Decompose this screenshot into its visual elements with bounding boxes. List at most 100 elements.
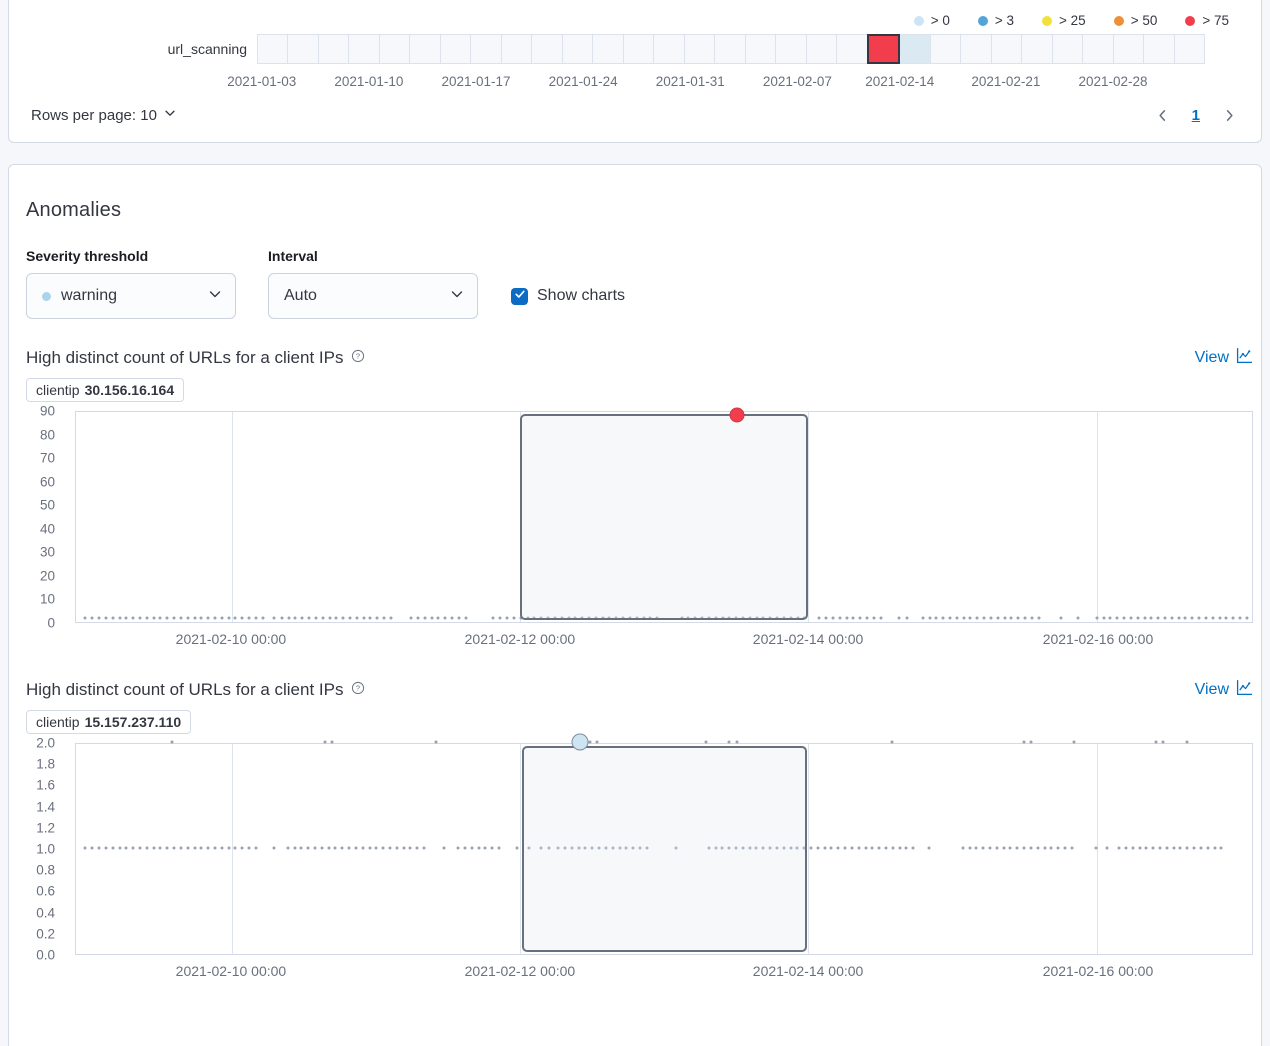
- data-point: [611, 846, 615, 850]
- chart-plot-area[interactable]: [75, 407, 1253, 623]
- data-point: [891, 846, 895, 850]
- swimlane-cell[interactable]: [378, 34, 411, 64]
- help-icon[interactable]: ?: [351, 348, 365, 368]
- swimlane-cell[interactable]: [929, 34, 962, 64]
- data-point: [1063, 846, 1067, 850]
- time-selection-box[interactable]: [522, 746, 807, 952]
- data-point: [505, 616, 509, 620]
- data-point: [588, 740, 592, 744]
- data-point: [1003, 616, 1007, 620]
- data-point: [761, 846, 765, 850]
- interval-label: Interval: [268, 248, 318, 264]
- swimlane-cell[interactable]: [653, 34, 685, 64]
- view-link[interactable]: View: [1195, 347, 1253, 369]
- chart-plot-area[interactable]: [75, 733, 1253, 955]
- time-selection-box[interactable]: [520, 414, 808, 620]
- date-tick-label: 2021-01-31: [655, 74, 725, 89]
- show-charts-checkbox[interactable]: [511, 287, 528, 305]
- swimlane[interactable]: [257, 34, 1206, 64]
- data-point: [975, 616, 979, 620]
- data-point: [497, 846, 501, 850]
- swimlane-cell[interactable]: [317, 34, 350, 64]
- y-tick-label: 1.8: [36, 756, 55, 772]
- swimlane-cell[interactable]: [805, 34, 838, 64]
- swimlane-cell[interactable]: [500, 34, 533, 64]
- data-point: [388, 846, 392, 850]
- swimlane-cell[interactable]: [1143, 34, 1175, 64]
- swimlane-cell[interactable]: [1051, 34, 1084, 64]
- data-point: [300, 616, 304, 620]
- data-point: [152, 616, 156, 620]
- anomaly-marker[interactable]: [571, 733, 589, 751]
- data-point: [199, 616, 203, 620]
- swimlane-cell[interactable]: [1112, 34, 1145, 64]
- swimlane-cell[interactable]: [744, 34, 777, 64]
- data-point: [768, 846, 772, 850]
- data-point: [1036, 846, 1040, 850]
- severity-threshold-value: warning: [61, 287, 118, 304]
- data-point: [145, 846, 149, 850]
- data-point: [395, 846, 399, 850]
- data-point: [1156, 616, 1160, 620]
- data-point: [1190, 616, 1194, 620]
- data-point: [193, 846, 197, 850]
- data-point: [124, 616, 128, 620]
- swimlane-cell[interactable]: [257, 34, 289, 64]
- data-point: [968, 846, 972, 850]
- page-number[interactable]: 1: [1191, 106, 1200, 124]
- swimlane-cell[interactable]: [899, 34, 931, 64]
- swimlane-cell[interactable]: [531, 34, 563, 64]
- data-point: [823, 846, 827, 850]
- help-icon[interactable]: ?: [351, 680, 365, 700]
- anomalies-panel: Anomalies Severity threshold warning Int…: [8, 164, 1262, 1046]
- entity-badge[interactable]: clientip 15.157.237.110: [26, 710, 192, 734]
- data-point: [158, 616, 162, 620]
- data-point: [1161, 740, 1165, 744]
- data-point: [186, 846, 190, 850]
- data-point: [700, 616, 704, 620]
- swimlane-cell[interactable]: [470, 34, 502, 64]
- entity-value: 30.156.16.164: [84, 382, 175, 398]
- view-link[interactable]: View: [1195, 679, 1253, 701]
- swimlane-cell[interactable]: [1173, 34, 1206, 64]
- swimlane-cell[interactable]: [1082, 34, 1114, 64]
- data-point: [1172, 846, 1176, 850]
- data-point: [97, 846, 101, 850]
- data-point: [333, 846, 337, 850]
- data-point: [347, 846, 351, 850]
- swimlane-cell[interactable]: [1021, 34, 1053, 64]
- data-point: [247, 616, 251, 620]
- swimlane-cell[interactable]: [836, 34, 868, 64]
- swimlane-cell[interactable]: [990, 34, 1023, 64]
- swimlane-cell[interactable]: [348, 34, 380, 64]
- swimlane-cell[interactable]: [287, 34, 319, 64]
- data-point: [720, 846, 724, 850]
- chevron-right-icon[interactable]: [1222, 108, 1237, 123]
- data-point: [254, 846, 258, 850]
- gridline: [807, 412, 809, 622]
- rows-per-page-button[interactable]: Rows per page: 10: [31, 106, 177, 124]
- gridline: [1097, 412, 1099, 622]
- interval-select[interactable]: Auto: [268, 273, 478, 319]
- swimlane-cell[interactable]: [592, 34, 624, 64]
- anomalies-title: Anomalies: [26, 199, 122, 221]
- swimlane-cell[interactable]: [775, 34, 807, 64]
- swimlane-cell[interactable]: [714, 34, 746, 64]
- data-point: [354, 846, 358, 850]
- data-point: [843, 846, 847, 850]
- swimlane-cell[interactable]: [960, 34, 992, 64]
- anomaly-marker[interactable]: [729, 407, 745, 423]
- swimlane-cell[interactable]: [439, 34, 472, 64]
- chevron-left-icon[interactable]: [1155, 108, 1170, 123]
- swimlane-cell[interactable]: [683, 34, 716, 64]
- data-point: [430, 616, 434, 620]
- severity-threshold-select[interactable]: warning: [26, 273, 236, 319]
- data-point: [1245, 616, 1249, 620]
- swimlane-cell[interactable]: [622, 34, 655, 64]
- swimlane-cell[interactable]: [866, 34, 901, 64]
- entity-badge[interactable]: clientip 30.156.16.164: [26, 378, 185, 402]
- data-point: [621, 616, 625, 620]
- swimlane-cell[interactable]: [561, 34, 594, 64]
- swimlane-cell[interactable]: [409, 34, 441, 64]
- data-point: [996, 616, 1000, 620]
